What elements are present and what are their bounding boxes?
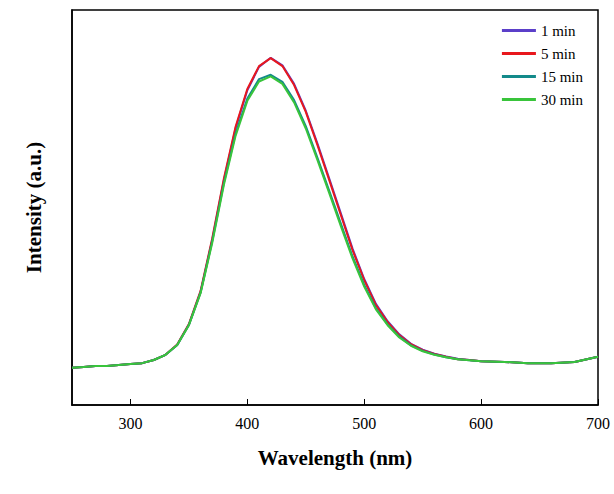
svg-text:30 min: 30 min (541, 92, 584, 108)
svg-text:5 min: 5 min (541, 46, 576, 62)
svg-text:400: 400 (235, 415, 259, 432)
svg-text:600: 600 (469, 415, 493, 432)
svg-text:1 min: 1 min (541, 23, 576, 39)
svg-text:300: 300 (118, 415, 142, 432)
svg-text:Intensity (a.u.): Intensity (a.u.) (22, 142, 46, 273)
svg-text:15 min: 15 min (541, 69, 584, 85)
svg-text:Wavelength (nm): Wavelength (nm) (258, 446, 413, 470)
svg-text:700: 700 (586, 415, 610, 432)
svg-text:500: 500 (352, 415, 376, 432)
